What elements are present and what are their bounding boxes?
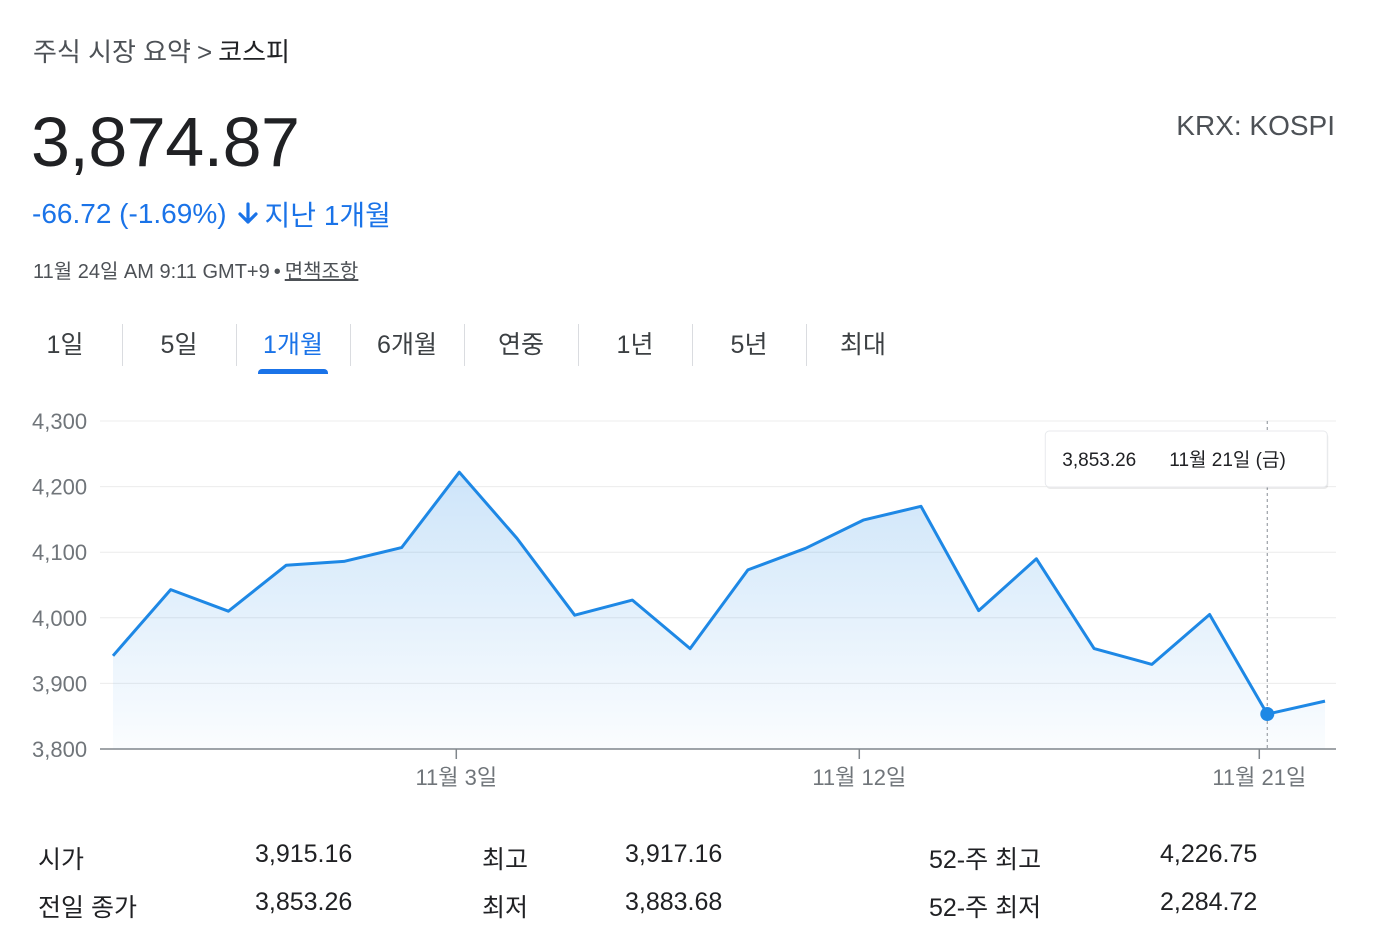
x-tick-label: 11월 12일 [812,765,906,790]
arrow-down-icon [237,202,259,226]
tab-5-day[interactable]: 5일 [122,318,236,368]
hover-point [1260,707,1275,722]
y-tick-label: 4,100 [32,540,87,565]
stat-label-52w-low: 52-주 최저 [929,894,1042,922]
breadcrumb-current: 코스피 [218,37,290,67]
y-tick-label: 4,000 [32,606,87,631]
stats-row: 시가 3,915.16 최고 3,917.16 52-주 최고 4,226.75 [38,832,1358,880]
tab-ytd[interactable]: 연중 [464,318,578,368]
breadcrumb: 주식 시장 요약 > 코스피 [33,32,290,69]
x-tick-label: 11월 3일 [415,765,497,790]
stat-label-52w-high: 52-주 최고 [929,846,1042,874]
stat-value-52w-low: 2,284.72 [1160,888,1258,916]
stat-label-high: 최고 [482,846,529,874]
tab-1-year[interactable]: 1년 [578,318,692,368]
y-tick-label: 4,300 [32,409,87,434]
price-line [111,470,1326,716]
x-tick-label: 11월 21일 [1212,765,1306,790]
tab-max[interactable]: 최대 [806,318,920,368]
timestamp: 11월 24일 AM 9:11 GMT+9 [33,261,270,283]
stat-value-high: 3,917.16 [625,840,723,868]
y-tick-label: 4,200 [32,475,87,500]
tooltip-value: 3,853.26 [1062,450,1136,471]
price-change: -66.72 (-1.69%) 지난 1개월 [32,194,391,234]
stat-value-prev-close: 3,853.26 [255,888,353,916]
change-period: 지난 1개월 [264,200,391,231]
y-tick-label: 3,800 [32,737,87,762]
ticker-symbol: KRX: KOSPI [1176,110,1335,141]
breadcrumb-separator: > [196,37,213,67]
tab-1-month[interactable]: 1개월 [236,318,350,374]
time-range-tabs: 1일 5일 1개월 6개월 연중 1년 5년 최대 [8,318,920,378]
bullet-separator: • [273,261,281,283]
tab-1-day[interactable]: 1일 [46,331,84,359]
timestamp-row: 11월 24일 AM 9:11 GMT+9 • 면책조항 [33,255,358,284]
y-tick-label: 3,900 [32,671,87,696]
disclaimer-link[interactable]: 면책조항 [284,261,359,283]
hover-tooltip [1044,430,1328,488]
price-chart-svg[interactable]: 4,300 4,200 4,100 4,000 3,900 3,800 11월 3일 11월 … [0,395,1380,805]
stat-label-open: 시가 [38,846,85,874]
stats-table: 시가 3,915.16 최고 3,917.16 52-주 최고 4,226.75… [38,832,1358,928]
current-price: 3,874.87 [31,103,300,181]
stat-value-open: 3,915.16 [255,840,353,868]
tooltip-date: 11월 21일 (금) [1169,449,1286,471]
price-chart[interactable]: 4,300 4,200 4,100 4,000 3,900 3,800 11월 3일 11월 … [0,395,1380,805]
tab-6-month[interactable]: 6개월 [350,318,464,368]
tab-5-year[interactable]: 5년 [692,318,806,368]
change-value: -66.72 (-1.69%) [32,198,227,229]
stat-label-prev-close: 전일 종가 [38,894,137,922]
breadcrumb-root-link[interactable]: 주식 시장 요약 [33,37,191,67]
stat-value-52w-high: 4,226.75 [1160,840,1258,868]
stat-value-low: 3,883.68 [625,888,723,916]
stat-label-low: 최저 [482,894,529,922]
stats-row: 전일 종가 3,853.26 최저 3,883.68 52-주 최저 2,284… [38,880,1358,928]
